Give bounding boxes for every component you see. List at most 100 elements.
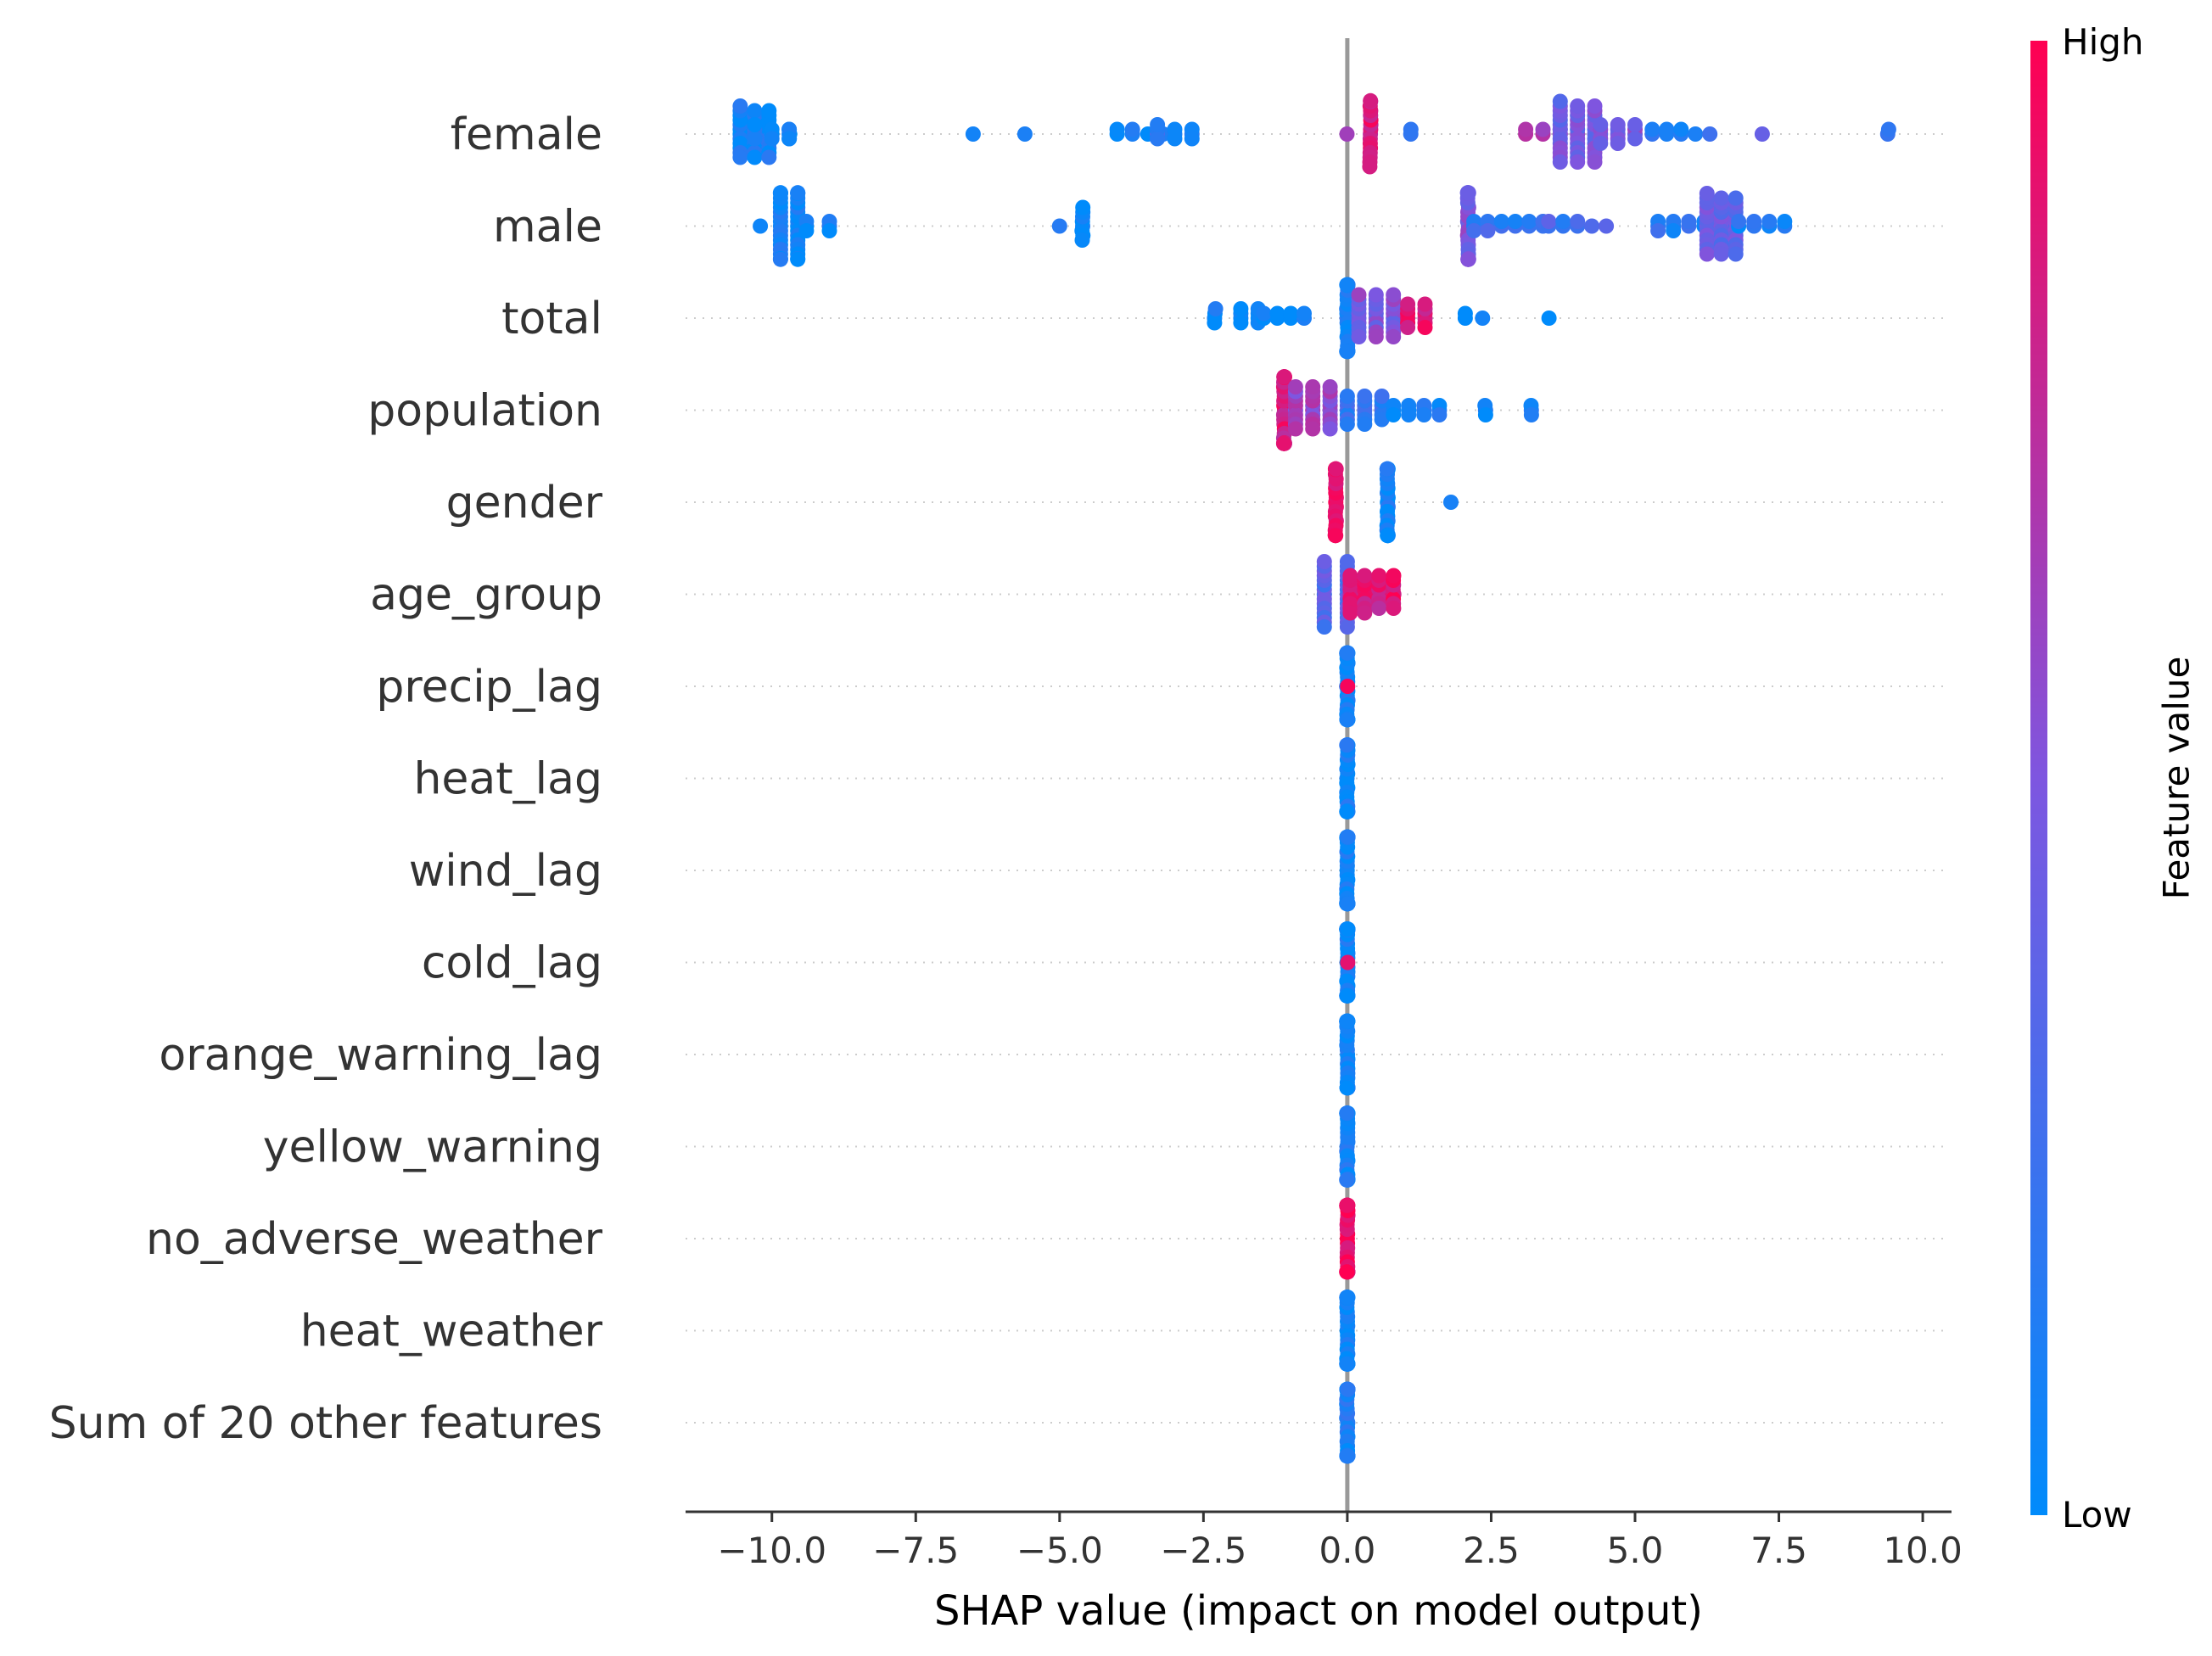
data-point (772, 251, 788, 267)
data-point (1316, 554, 1332, 569)
data-point (1659, 121, 1675, 137)
data-point (1340, 896, 1356, 912)
data-point (1681, 214, 1697, 229)
data-point (1339, 1105, 1355, 1122)
data-point (1340, 1381, 1356, 1397)
data-point (1287, 379, 1303, 394)
data-point (1276, 369, 1292, 385)
data-point (1207, 315, 1223, 331)
data-point (1363, 92, 1379, 109)
data-point (1728, 246, 1744, 262)
data-point (1493, 214, 1509, 229)
data-point (1371, 601, 1387, 616)
data-point (761, 149, 777, 165)
data-point (772, 185, 788, 201)
data-point (1374, 389, 1390, 404)
x-axis-title: SHAP value (impact on model output) (934, 1587, 1703, 1635)
feature-label: cold_lag (422, 938, 602, 989)
feature-label: orange_warning_lag (159, 1030, 602, 1081)
data-point (1233, 301, 1249, 316)
data-point (1207, 301, 1224, 316)
data-point (1184, 131, 1200, 147)
data-point (1584, 218, 1600, 234)
data-point (1673, 121, 1689, 137)
data-point (1339, 277, 1355, 293)
data-point (1379, 461, 1395, 477)
data-point (1880, 121, 1896, 137)
data-point (1351, 329, 1367, 344)
data-point (781, 131, 798, 147)
data-point (1351, 287, 1367, 303)
data-point (1233, 315, 1249, 331)
feature-label: Sum of 20 other features (49, 1398, 602, 1449)
data-point (1362, 159, 1378, 175)
data-point (790, 251, 806, 267)
feature-label: wind_lag (409, 846, 602, 897)
data-point (1305, 421, 1321, 437)
data-point (1417, 296, 1433, 312)
data-point (1368, 329, 1384, 344)
data-point (1342, 605, 1358, 621)
data-point (1521, 214, 1537, 229)
x-tick-label: −10.0 (717, 1530, 826, 1571)
data-point (1109, 121, 1125, 137)
data-point (732, 149, 748, 165)
data-point (1150, 117, 1166, 132)
data-point (1283, 305, 1299, 322)
colorbar-high-label: High (2062, 21, 2144, 63)
x-tick-label: 2.5 (1463, 1530, 1520, 1571)
data-point (1403, 121, 1419, 137)
data-point (1051, 218, 1067, 234)
data-point (1650, 223, 1666, 238)
colorbar: High Low Feature value (2030, 21, 2198, 1536)
data-point (1357, 417, 1373, 432)
data-point (747, 117, 763, 132)
data-point (1287, 421, 1303, 437)
data-point (1507, 214, 1523, 229)
data-point (1541, 310, 1557, 326)
data-point (1276, 435, 1291, 451)
data-point (1386, 287, 1402, 303)
data-point (732, 98, 748, 114)
data-point (1587, 154, 1603, 170)
data-point (1593, 117, 1609, 132)
data-point (1339, 712, 1355, 728)
data-point (1593, 136, 1609, 151)
data-point (1327, 528, 1343, 544)
data-point (1713, 190, 1729, 206)
data-point (747, 131, 763, 147)
feature-label: population (367, 386, 602, 437)
data-point (1666, 223, 1682, 238)
data-point (1699, 246, 1715, 262)
data-point (1431, 407, 1448, 422)
data-point (1339, 126, 1355, 142)
data-point (1296, 305, 1312, 322)
data-point (1016, 126, 1033, 142)
data-point (1357, 605, 1373, 621)
data-point (1339, 803, 1355, 820)
data-point (1339, 1264, 1355, 1280)
row-gridlines (686, 133, 1947, 1424)
data-point (1340, 679, 1356, 694)
data-point (1316, 619, 1332, 635)
data-point (1340, 987, 1356, 1004)
data-point (1339, 417, 1355, 432)
data-point (747, 149, 763, 165)
data-point (1150, 131, 1166, 147)
data-point (1555, 214, 1571, 229)
x-tick-label: −5.0 (1016, 1530, 1103, 1571)
data-point (1322, 379, 1338, 394)
data-point (1627, 117, 1643, 132)
data-point (1535, 121, 1551, 137)
data-point (753, 218, 769, 234)
data-point (1374, 411, 1390, 428)
data-point (1342, 568, 1358, 584)
data-point (1339, 344, 1355, 360)
data-point (1459, 185, 1476, 201)
data-point (1552, 154, 1568, 170)
data-point (1340, 954, 1356, 971)
data-point (1644, 121, 1660, 137)
data-point (1339, 1080, 1355, 1096)
feature-label: precip_lag (376, 662, 602, 713)
data-point (1368, 287, 1384, 303)
